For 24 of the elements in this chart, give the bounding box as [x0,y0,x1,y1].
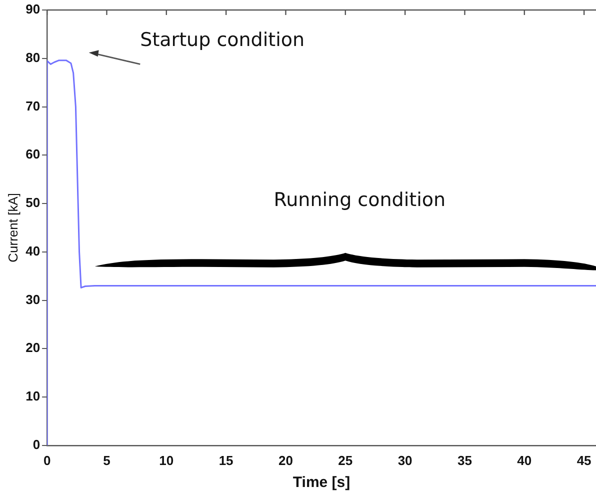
x-tick-label: 15 [218,452,234,468]
x-tick-label: 35 [457,452,472,468]
y-tick-label: 80 [26,50,40,65]
x-tick-label: 20 [278,452,293,468]
annotation: Startup condition [140,29,305,52]
x-tick-label: 30 [398,452,412,468]
y-tick-label: 30 [26,292,40,307]
x-tick-label: 5 [103,452,110,468]
y-tick-label: 90 [26,2,40,17]
y-axis-title: Current [kA] [5,193,20,262]
y-tick-label: 50 [26,195,40,210]
x-axis-title: Time [s] [292,474,350,492]
x-tick-label: 10 [159,452,174,468]
x-tick-label: 40 [517,452,532,468]
y-tick-label: 60 [26,146,40,162]
y-tick-label: 0 [32,436,40,452]
annotation: Running condition [274,189,446,212]
x-tick-label: 0 [43,452,51,468]
y-tick-label: 40 [26,243,40,258]
x-tick-label: 25 [338,452,353,468]
y-tick-label: 20 [26,340,40,356]
x-tick-label: 45 [576,452,592,468]
y-tick-label: 10 [26,388,40,404]
y-tick-label: 70 [26,98,40,114]
